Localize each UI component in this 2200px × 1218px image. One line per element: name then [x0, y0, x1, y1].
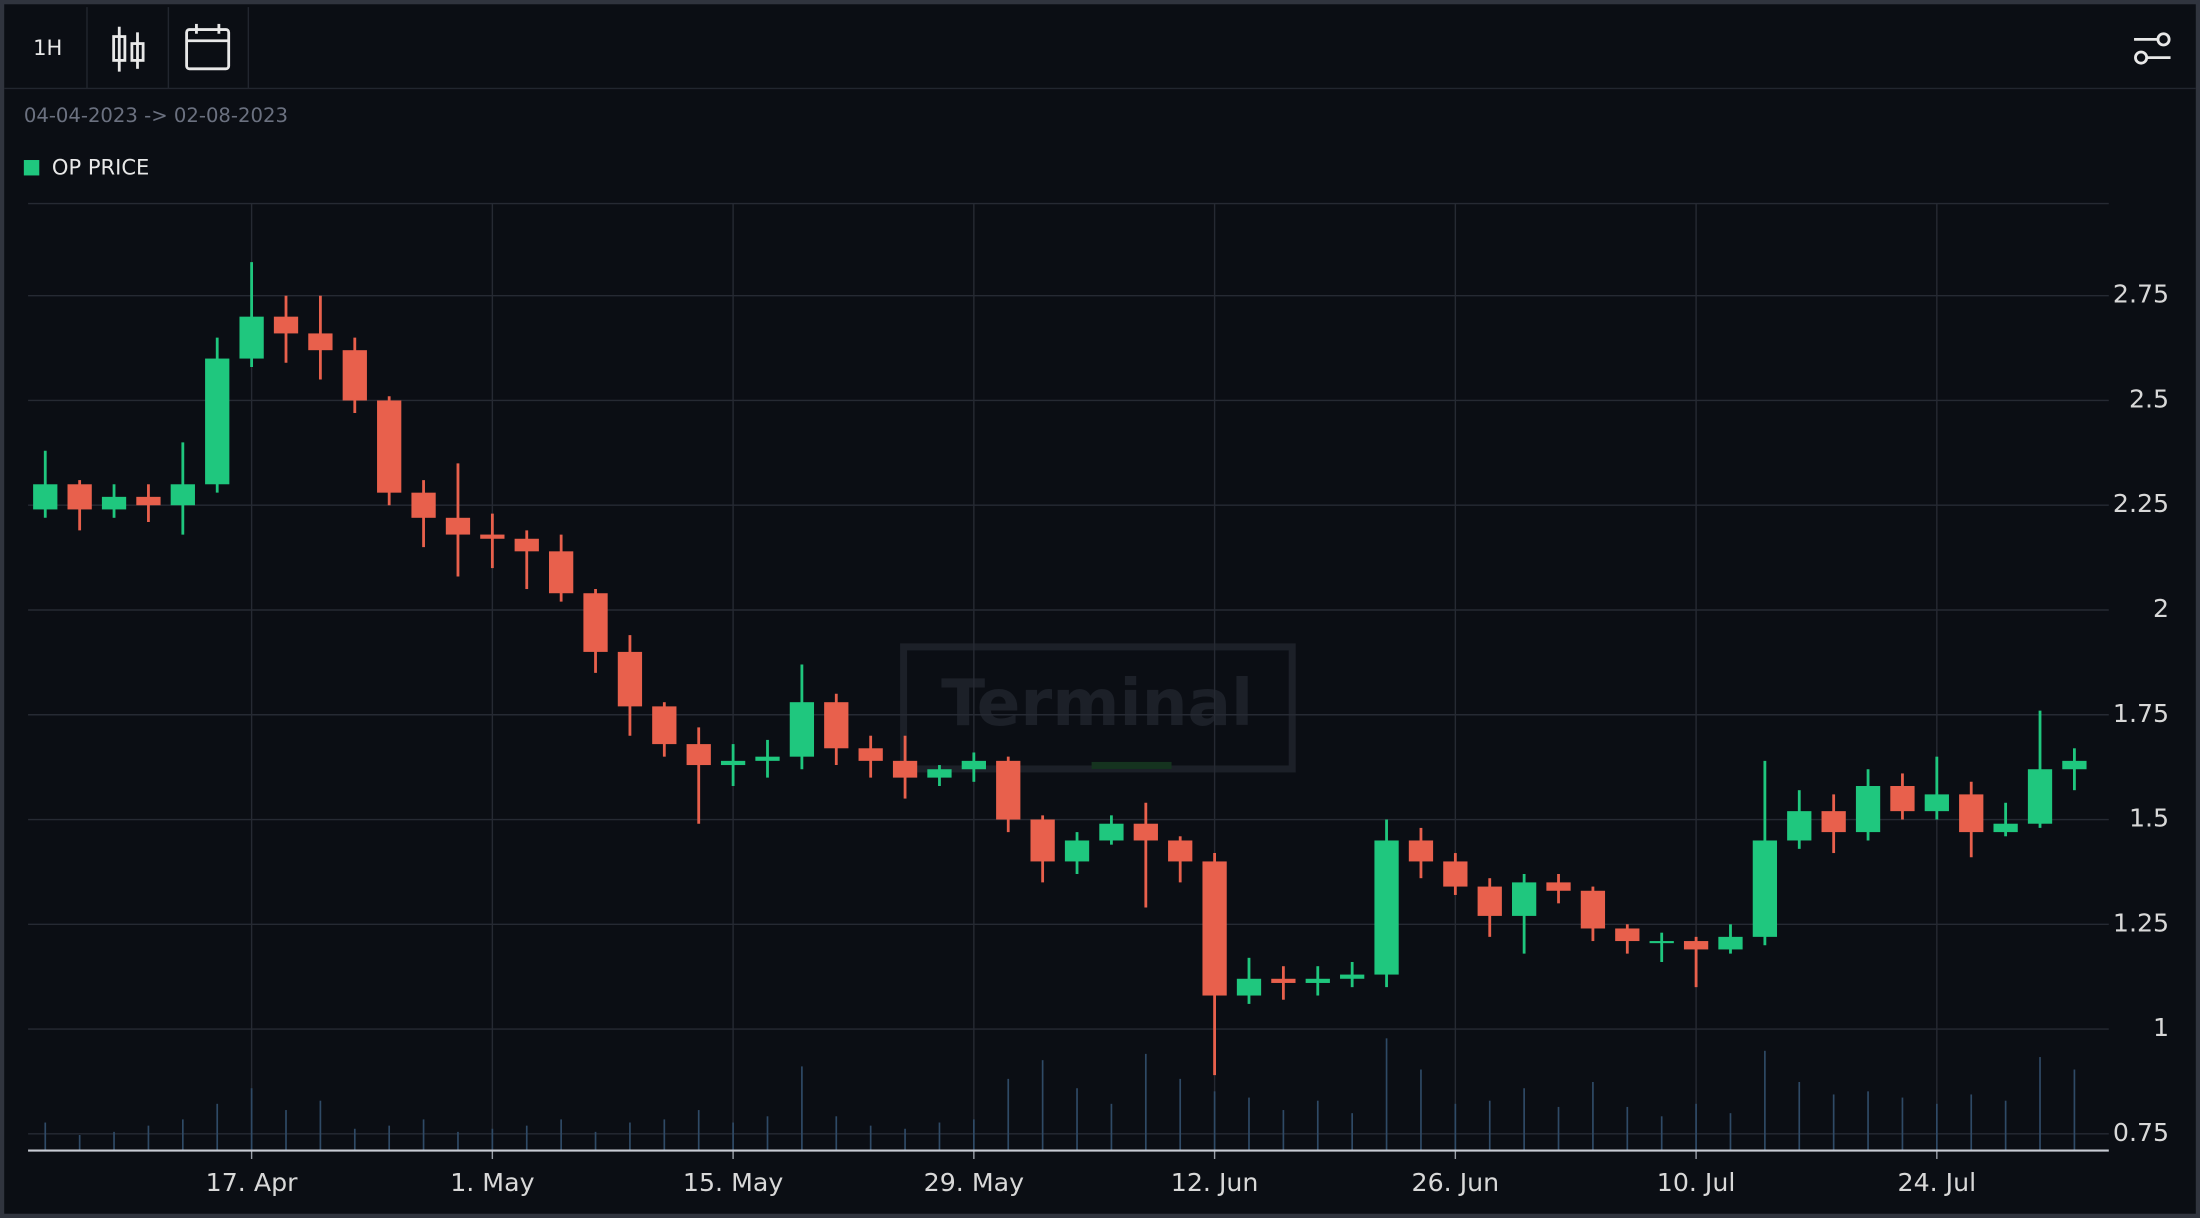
candle-body [377, 400, 402, 493]
candle-body [1890, 786, 1915, 812]
watermark: Terminal [900, 643, 1296, 773]
x-tick-label: 10. Jul [1657, 1168, 1736, 1197]
candle-body [1546, 882, 1571, 891]
candle-body [2027, 769, 2053, 824]
candle-body [1064, 840, 1090, 862]
candle-body [1649, 941, 1674, 944]
candle-body [1787, 811, 1812, 841]
candle-body [1615, 928, 1640, 942]
candle-body [1030, 819, 1055, 862]
x-tick-label: 12. Jun [1171, 1168, 1259, 1197]
candle-body [101, 496, 127, 510]
candle-body [2062, 760, 2087, 770]
candle-body [1511, 882, 1537, 916]
candle-body [858, 748, 883, 761]
candle-body [1236, 978, 1262, 996]
interval-button[interactable]: 1H [33, 35, 62, 60]
candle-body [480, 534, 505, 539]
candle-body [617, 651, 643, 707]
calendar-button[interactable] [185, 23, 231, 71]
candle-body [136, 496, 161, 506]
candle-body [1202, 861, 1227, 996]
candle-body [239, 316, 264, 359]
y-tick-label: 2 [2153, 594, 2169, 623]
candle-body [1340, 974, 1365, 979]
candle-body [1168, 840, 1193, 862]
candle-body [1855, 786, 1881, 833]
x-tick-label: 24. Jul [1898, 1168, 1977, 1197]
settings-button[interactable] [2134, 32, 2171, 65]
x-tick-label: 1. May [450, 1168, 534, 1197]
candle-body [1408, 840, 1434, 862]
candle-body [549, 551, 574, 594]
candle-body [205, 358, 230, 485]
candle-body [514, 538, 539, 552]
x-tick-label: 17. Apr [206, 1168, 298, 1197]
candle-body [1683, 941, 1709, 950]
candle-body [67, 484, 92, 510]
toolbar: 1H [4, 7, 2196, 90]
y-tick-label: 1.25 [2113, 908, 2169, 937]
candle-body [273, 316, 299, 334]
candle-body [583, 593, 608, 652]
interval-label[interactable]: 1H [33, 35, 62, 60]
candle-body [1959, 794, 1984, 833]
y-tick-label: 2.25 [2113, 489, 2169, 518]
chart-type-button[interactable] [112, 26, 145, 72]
candle-body [652, 706, 677, 745]
legend-swatch [23, 160, 40, 176]
y-tick-label: 1.5 [2129, 804, 2169, 833]
candle-body [720, 760, 746, 766]
candle-body [1924, 794, 1949, 812]
date-range: 04-04-2023 -> 02-08-2023 [24, 104, 288, 127]
candle-body [686, 744, 711, 766]
plot: 0.75 1 1.25 1.5 1.75 2 2.25 2.5 2.75 17. Apr 1. Ma… [28, 202, 2169, 1197]
candle-body [342, 350, 367, 401]
candle-body [1374, 840, 1399, 975]
y-tick-label: 1 [2153, 1013, 2169, 1042]
candle-body [755, 756, 780, 761]
candle-body [927, 769, 952, 778]
candle-body [308, 333, 333, 351]
candle-body [170, 484, 195, 506]
candle-body [1993, 823, 2018, 833]
candle-body [789, 702, 815, 757]
candle-body [1271, 978, 1296, 983]
candle-body [411, 492, 436, 518]
candle-body [445, 517, 471, 535]
candle-body [1099, 823, 1124, 841]
y-tick-label: 1.75 [2113, 699, 2169, 728]
candle-body [33, 484, 58, 510]
candle-body [1443, 861, 1468, 887]
candle-body [1133, 823, 1158, 841]
candle-body [1580, 890, 1606, 929]
x-tick-label: 26. Jun [1412, 1168, 1500, 1197]
candle-body [1718, 936, 1743, 950]
legend-label: OP PRICE [52, 154, 149, 179]
x-tick-label: 29. May [924, 1168, 1024, 1197]
x-tick-label: 15. May [683, 1168, 783, 1197]
candle-body [1305, 978, 1330, 983]
y-tick-label: 2.5 [2129, 384, 2169, 413]
candle-body [1477, 886, 1502, 916]
candle-body [996, 760, 1021, 820]
y-tick-label: 2.75 [2113, 280, 2169, 309]
y-tick-label: 0.75 [2113, 1118, 2169, 1147]
candle-body [1752, 840, 1778, 937]
candle-body [961, 760, 986, 770]
candle-body [824, 702, 849, 749]
watermark-text: Terminal [941, 666, 1253, 741]
candle-body [1821, 811, 1846, 833]
candle-body [892, 760, 918, 778]
